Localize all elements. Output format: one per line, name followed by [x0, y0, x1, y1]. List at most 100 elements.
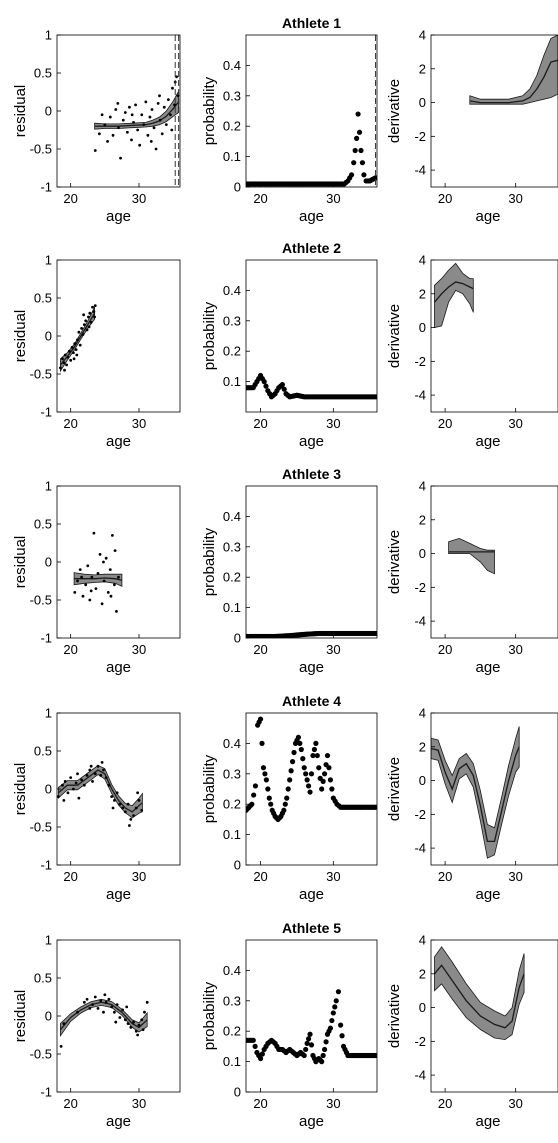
probability-point — [304, 777, 310, 783]
probability-point — [319, 1059, 325, 1065]
x-tick-label: 30 — [326, 1096, 340, 1111]
y-axis-label: derivative — [386, 304, 403, 368]
y-axis-label: probability — [201, 301, 218, 370]
x-tick-label: 20 — [253, 642, 267, 657]
probability-point — [351, 160, 357, 166]
data-point — [100, 761, 104, 764]
panel-probability: 20 30 0 0.1 0.2 0.3 0.4 age probability — [201, 939, 378, 1130]
y-tick-label: 0 — [45, 104, 52, 119]
data-point — [154, 147, 158, 151]
data-point — [82, 323, 86, 326]
axes-box — [430, 259, 558, 413]
plot-data — [246, 716, 377, 823]
y-tick-label: 0.5 — [34, 744, 52, 759]
data-point — [75, 353, 79, 357]
y-tick-label: -0.5 — [30, 142, 52, 157]
probability-point — [308, 771, 315, 777]
y-tick-label: 0.4 — [223, 58, 241, 73]
data-point — [113, 549, 117, 552]
axes-box — [245, 259, 378, 413]
x-axis-label: age — [299, 659, 324, 676]
y-tick-label: 0.5 — [34, 66, 52, 81]
probability-point — [287, 777, 293, 783]
y-tick-label: 0.2 — [223, 797, 241, 812]
x-tick-label: 30 — [132, 416, 146, 431]
data-point — [146, 133, 150, 137]
probability-point — [301, 1052, 307, 1059]
x-tick-label: 20 — [438, 869, 452, 884]
data-point — [102, 768, 105, 772]
probability-point — [356, 129, 363, 135]
data-point — [137, 799, 141, 802]
plot-data — [431, 726, 520, 859]
data-point — [73, 591, 77, 594]
probability-point — [332, 1004, 338, 1010]
y-tick-label: 0.4 — [223, 736, 241, 751]
y-tick-label: 0.1 — [223, 1054, 241, 1069]
x-tick-label: 30 — [508, 1096, 522, 1111]
y-tick-label: -2 — [414, 129, 426, 144]
data-point — [72, 787, 75, 791]
y-tick-label: 0.3 — [223, 313, 241, 328]
data-point — [121, 1008, 124, 1012]
y-tick-label: -2 — [414, 354, 426, 369]
data-point — [80, 327, 83, 330]
data-point — [99, 999, 103, 1003]
data-point — [164, 123, 168, 127]
plot-data — [57, 761, 144, 827]
probability-point — [320, 778, 326, 785]
confidence-band — [434, 946, 525, 1041]
data-point — [88, 311, 92, 315]
probability-point — [319, 786, 325, 792]
panel-probability: 20 30 0 0.1 0.2 0.3 0.4 age probability — [201, 34, 378, 225]
probability-point — [316, 765, 322, 771]
data-point — [82, 1000, 86, 1004]
axes-box — [430, 712, 558, 866]
y-tick-label: 0 — [419, 1000, 426, 1015]
x-tick-label: 20 — [253, 869, 267, 884]
x-axis-label: age — [299, 1113, 324, 1130]
data-point — [140, 1018, 144, 1022]
probability-point — [249, 801, 255, 807]
data-point — [110, 795, 114, 798]
axes-box — [430, 939, 558, 1093]
plot-data — [59, 993, 149, 1048]
y-tick-label: 1 — [45, 479, 52, 494]
data-point — [73, 342, 77, 345]
probability-point — [323, 1039, 329, 1045]
probability-point — [303, 771, 309, 777]
data-point — [100, 113, 104, 117]
plot-data — [59, 304, 97, 373]
probability-point — [308, 1042, 315, 1048]
data-point — [78, 343, 82, 347]
plot-data — [73, 531, 123, 613]
probability-point — [333, 998, 339, 1004]
data-point — [98, 553, 102, 556]
data-point — [152, 126, 156, 130]
y-tick-label: 0 — [234, 1085, 241, 1100]
confidence-band — [431, 726, 520, 859]
probability-point — [250, 1037, 256, 1043]
data-point — [89, 589, 93, 593]
x-tick-label: 20 — [63, 191, 77, 206]
data-point — [113, 583, 116, 587]
data-point — [62, 799, 66, 802]
data-point — [80, 575, 83, 579]
panel-probability: 20 30 0 0.1 0.2 0.3 0.4 age probability — [201, 712, 378, 903]
probability-point — [263, 777, 269, 783]
y-tick-label: 0.3 — [223, 539, 241, 554]
y-tick-label: -0.5 — [30, 820, 52, 835]
data-point — [128, 105, 131, 109]
data-point — [90, 575, 94, 579]
x-tick-label: 30 — [132, 191, 146, 206]
athlete-title: Athlete 5 — [282, 920, 341, 936]
y-tick-label: -1 — [40, 631, 52, 646]
probability-point — [279, 382, 285, 388]
data-point — [148, 115, 152, 119]
data-point — [176, 94, 180, 98]
y-axis-label: derivative — [386, 984, 403, 1048]
x-axis-label: age — [106, 886, 131, 903]
data-point — [162, 105, 166, 109]
